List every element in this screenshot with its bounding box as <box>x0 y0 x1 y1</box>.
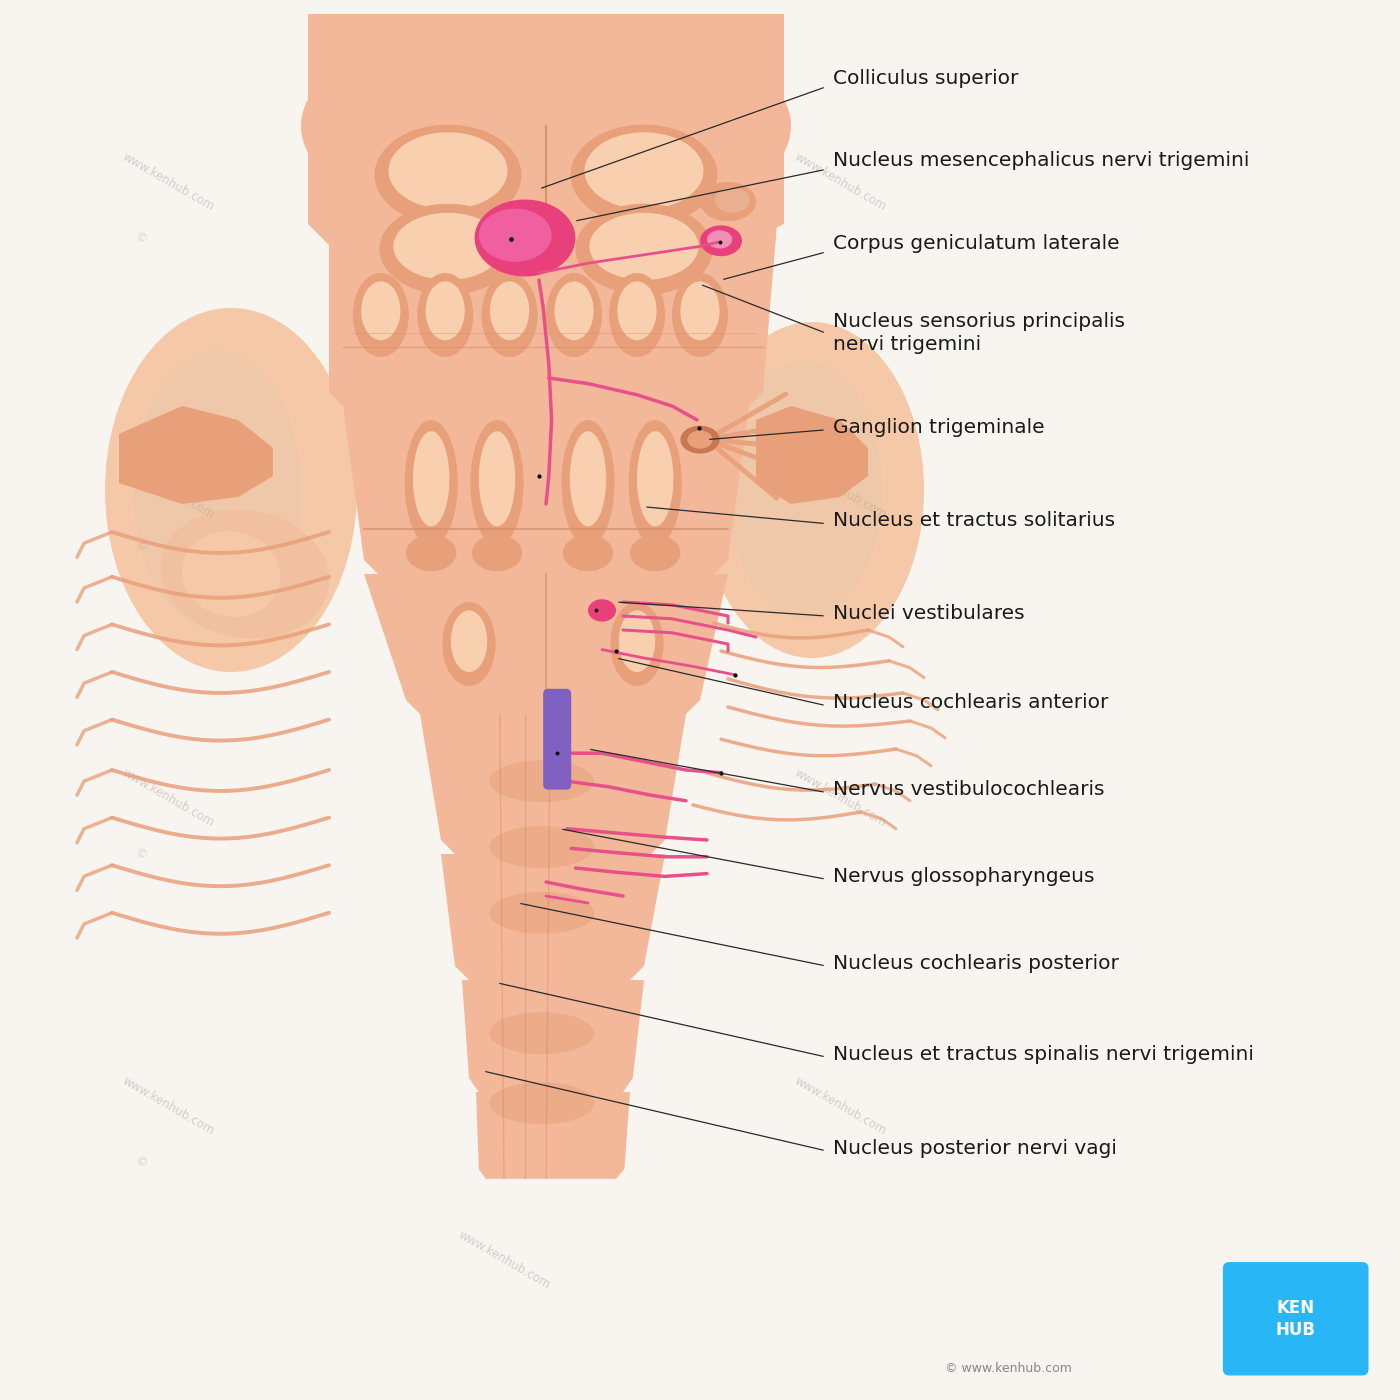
Ellipse shape <box>490 281 529 340</box>
Text: www.kenhub.com: www.kenhub.com <box>792 458 888 522</box>
Ellipse shape <box>405 420 458 546</box>
Text: www.kenhub.com: www.kenhub.com <box>456 612 552 676</box>
Ellipse shape <box>490 892 595 934</box>
Text: KEN
HUB: KEN HUB <box>1275 1299 1316 1338</box>
Ellipse shape <box>479 431 515 526</box>
Ellipse shape <box>451 610 487 672</box>
Ellipse shape <box>490 1012 595 1054</box>
Ellipse shape <box>570 431 606 526</box>
Ellipse shape <box>619 610 655 672</box>
Ellipse shape <box>105 308 357 672</box>
Ellipse shape <box>637 431 673 526</box>
Text: ©: © <box>132 538 148 554</box>
Ellipse shape <box>554 281 594 340</box>
Text: Nucleus sensorius principalis
nervi trigemini: Nucleus sensorius principalis nervi trig… <box>833 312 1126 354</box>
Ellipse shape <box>482 273 538 357</box>
Ellipse shape <box>379 203 517 295</box>
Text: Nuclei vestibulares: Nuclei vestibulares <box>833 603 1025 623</box>
Ellipse shape <box>375 125 521 225</box>
Ellipse shape <box>680 281 720 340</box>
Ellipse shape <box>700 225 742 256</box>
Ellipse shape <box>575 203 713 295</box>
Ellipse shape <box>161 510 329 638</box>
Text: Nervus vestibulocochlearis: Nervus vestibulocochlearis <box>833 780 1105 799</box>
Polygon shape <box>756 406 868 504</box>
Polygon shape <box>119 406 273 504</box>
Ellipse shape <box>301 14 791 238</box>
Text: www.kenhub.com: www.kenhub.com <box>120 1074 216 1138</box>
Text: www.kenhub.com: www.kenhub.com <box>456 1228 552 1292</box>
Ellipse shape <box>413 431 449 526</box>
Text: ©: © <box>132 230 148 246</box>
Text: www.kenhub.com: www.kenhub.com <box>120 766 216 830</box>
Ellipse shape <box>610 602 664 686</box>
Ellipse shape <box>389 132 507 209</box>
Polygon shape <box>343 406 749 574</box>
Text: ©: © <box>132 1154 148 1170</box>
Ellipse shape <box>442 602 496 686</box>
Polygon shape <box>462 980 644 1092</box>
Ellipse shape <box>715 188 750 213</box>
Ellipse shape <box>571 125 717 225</box>
Text: Corpus geniculatum laterale: Corpus geniculatum laterale <box>833 234 1120 253</box>
Ellipse shape <box>490 826 595 868</box>
Text: www.kenhub.com: www.kenhub.com <box>792 150 888 214</box>
Ellipse shape <box>133 350 301 630</box>
Text: www.kenhub.com: www.kenhub.com <box>456 304 552 368</box>
Text: Nucleus et tractus spinalis nervi trigemini: Nucleus et tractus spinalis nervi trigem… <box>833 1044 1254 1064</box>
Ellipse shape <box>361 281 400 340</box>
Ellipse shape <box>490 1082 595 1124</box>
Text: Nucleus et tractus solitarius: Nucleus et tractus solitarius <box>833 511 1116 531</box>
Ellipse shape <box>353 273 409 357</box>
Ellipse shape <box>707 231 732 249</box>
Ellipse shape <box>182 532 280 616</box>
Ellipse shape <box>588 599 616 622</box>
FancyBboxPatch shape <box>543 689 571 790</box>
Ellipse shape <box>490 760 595 802</box>
Ellipse shape <box>417 273 473 357</box>
Ellipse shape <box>470 420 524 546</box>
Text: Colliculus superior: Colliculus superior <box>833 69 1018 88</box>
Text: ©: © <box>132 846 148 862</box>
Ellipse shape <box>393 213 503 280</box>
Ellipse shape <box>475 199 575 277</box>
Ellipse shape <box>680 426 720 454</box>
Text: www.kenhub.com: www.kenhub.com <box>120 458 216 522</box>
Ellipse shape <box>700 322 924 658</box>
Polygon shape <box>308 14 784 252</box>
Text: www.kenhub.com: www.kenhub.com <box>792 766 888 830</box>
Ellipse shape <box>629 420 682 546</box>
FancyBboxPatch shape <box>1224 1263 1368 1375</box>
Text: Ganglion trigeminale: Ganglion trigeminale <box>833 417 1044 437</box>
Text: www.kenhub.com: www.kenhub.com <box>792 1074 888 1138</box>
Ellipse shape <box>426 281 465 340</box>
Ellipse shape <box>609 273 665 357</box>
Ellipse shape <box>479 209 552 262</box>
Ellipse shape <box>546 273 602 357</box>
Text: © www.kenhub.com: © www.kenhub.com <box>945 1362 1071 1375</box>
Polygon shape <box>329 224 777 406</box>
Ellipse shape <box>406 535 456 571</box>
Ellipse shape <box>585 132 703 209</box>
Ellipse shape <box>472 535 522 571</box>
Ellipse shape <box>700 182 756 221</box>
Ellipse shape <box>589 213 699 280</box>
Text: Nucleus mesencephalicus nervi trigemini: Nucleus mesencephalicus nervi trigemini <box>833 151 1249 171</box>
Ellipse shape <box>687 430 713 448</box>
Text: Nervus glossopharyngeus: Nervus glossopharyngeus <box>833 867 1095 886</box>
Text: Nucleus cochlearis anterior: Nucleus cochlearis anterior <box>833 693 1109 713</box>
Text: Nucleus cochlearis posterior: Nucleus cochlearis posterior <box>833 953 1119 973</box>
Polygon shape <box>441 854 665 980</box>
Polygon shape <box>420 714 686 854</box>
Ellipse shape <box>617 281 657 340</box>
Ellipse shape <box>728 360 882 619</box>
Ellipse shape <box>563 535 613 571</box>
Polygon shape <box>476 1092 630 1179</box>
Text: Nucleus posterior nervi vagi: Nucleus posterior nervi vagi <box>833 1138 1117 1158</box>
Polygon shape <box>364 574 728 714</box>
Ellipse shape <box>630 535 680 571</box>
Ellipse shape <box>561 420 615 546</box>
Ellipse shape <box>672 273 728 357</box>
Text: www.kenhub.com: www.kenhub.com <box>120 150 216 214</box>
